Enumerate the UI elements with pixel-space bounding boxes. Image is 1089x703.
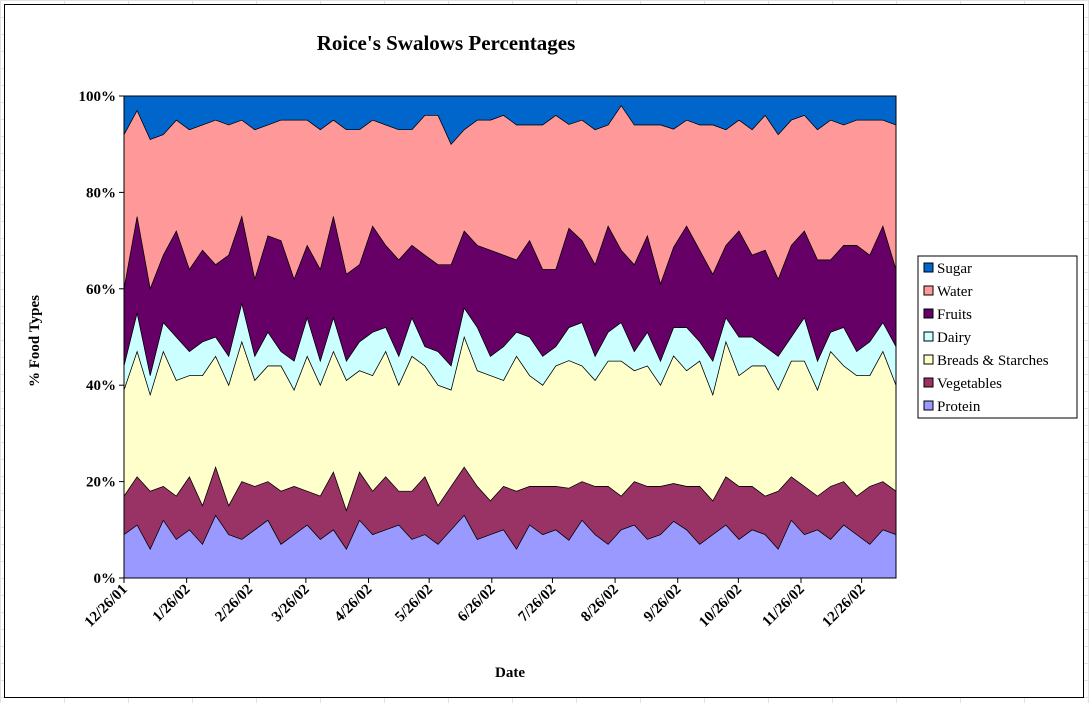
y-tick-label: 40% (86, 378, 116, 394)
legend-entry[interactable]: Vegetables (937, 376, 1002, 392)
x-tick-label: 1/26/02 (150, 582, 194, 626)
legend-entry[interactable]: Breads & Starches (937, 353, 1049, 369)
plot-area-border (123, 95, 897, 579)
legend-swatch (923, 262, 934, 273)
x-tick-label: 3/26/02 (269, 582, 313, 626)
y-axis: 0% 20% 40% 60% 80% 100% (79, 89, 124, 587)
legend-swatch (923, 308, 934, 319)
x-tick-label: 6/26/02 (455, 582, 499, 626)
x-axis-title: Date (495, 665, 525, 681)
x-tick-label: 12/26/01 (82, 582, 131, 631)
legend-entry[interactable]: Dairy (937, 330, 972, 346)
y-tick-label: 80% (86, 185, 116, 201)
chart-svg: Roice's Swalows Percentages 0% 20% 40% 60% 8… (27, 31, 1078, 681)
x-tick-label: 5/26/02 (392, 582, 436, 626)
legend-box (917, 255, 1078, 419)
x-tick-label: 10/26/02 (696, 582, 745, 631)
legend-swatch (923, 400, 934, 411)
x-tick-label: 8/26/02 (578, 582, 622, 626)
legend-entry[interactable]: Fruits (937, 307, 972, 323)
plot-area[interactable] (123, 95, 897, 579)
legend-entry[interactable]: Sugar (937, 261, 972, 277)
x-tick-label: 9/26/02 (641, 582, 685, 626)
legend[interactable]: Sugar Water Fruits Dairy Breads & Starches Ve… (917, 255, 1078, 419)
x-axis: 12/26/01 1/26/02 2/26/02 3/26/02 4/26/02 5/26… (82, 578, 868, 631)
y-tick-label: 20% (86, 475, 116, 491)
chart-area[interactable]: Roice's Swalows Percentages 0% 20% 40% 60% 8… (4, 4, 1084, 698)
y-tick-label: 60% (86, 282, 116, 298)
legend-swatch (923, 354, 934, 365)
x-tick-label: 7/26/02 (516, 582, 560, 626)
x-tick-label: 12/26/02 (819, 582, 868, 631)
x-tick-label: 11/26/02 (759, 582, 807, 630)
legend-entry[interactable]: Water (937, 284, 972, 300)
x-tick-label: 2/26/02 (212, 582, 256, 626)
legend-swatch (923, 377, 934, 388)
y-tick-label: 0% (94, 571, 117, 587)
legend-swatch (923, 331, 934, 342)
y-tick-label: 100% (79, 89, 117, 105)
legend-swatch (923, 285, 934, 296)
legend-entry[interactable]: Protein (937, 399, 981, 415)
y-axis-title: % Food Types (27, 295, 43, 387)
x-tick-label: 4/26/02 (332, 582, 376, 626)
chart-title: Roice's Swalows Percentages (317, 31, 576, 55)
